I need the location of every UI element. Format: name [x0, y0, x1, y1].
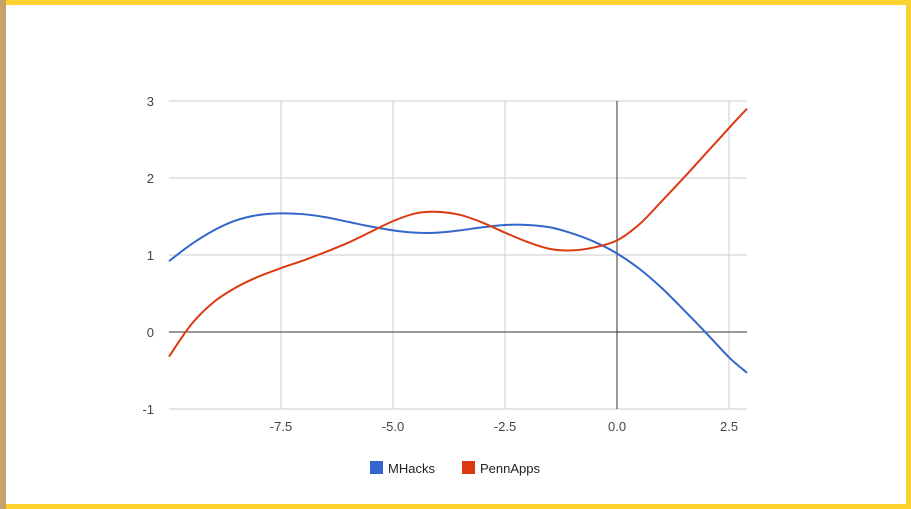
window-edge — [0, 0, 6, 509]
x-tick-label: 2.5 — [720, 419, 738, 434]
x-tick-label: -5.0 — [382, 419, 404, 434]
tick-labels: -1 0 1 2 3 -7.5 -5.0 -2.5 0.0 2.5 — [142, 94, 738, 434]
legend: MHacks PennApps — [370, 461, 540, 476]
y-tick-label: 2 — [147, 171, 154, 186]
y-tick-label: 1 — [147, 248, 154, 263]
legend-swatch-pennapps — [462, 461, 475, 474]
axes — [169, 101, 747, 409]
y-tick-label: 3 — [147, 94, 154, 109]
y-tick-label: 0 — [147, 325, 154, 340]
grid — [169, 100, 747, 410]
series — [168, 108, 748, 374]
x-tick-label: 0.0 — [608, 419, 626, 434]
legend-label-pennapps: PennApps — [480, 461, 540, 476]
legend-swatch-mhacks — [370, 461, 383, 474]
series-line-mhacks — [168, 212, 748, 374]
legend-label-mhacks: MHacks — [388, 461, 435, 476]
x-tick-label: -2.5 — [494, 419, 516, 434]
x-tick-label: -7.5 — [270, 419, 292, 434]
series-line-pennapps — [168, 108, 748, 358]
y-tick-label: -1 — [142, 402, 154, 417]
